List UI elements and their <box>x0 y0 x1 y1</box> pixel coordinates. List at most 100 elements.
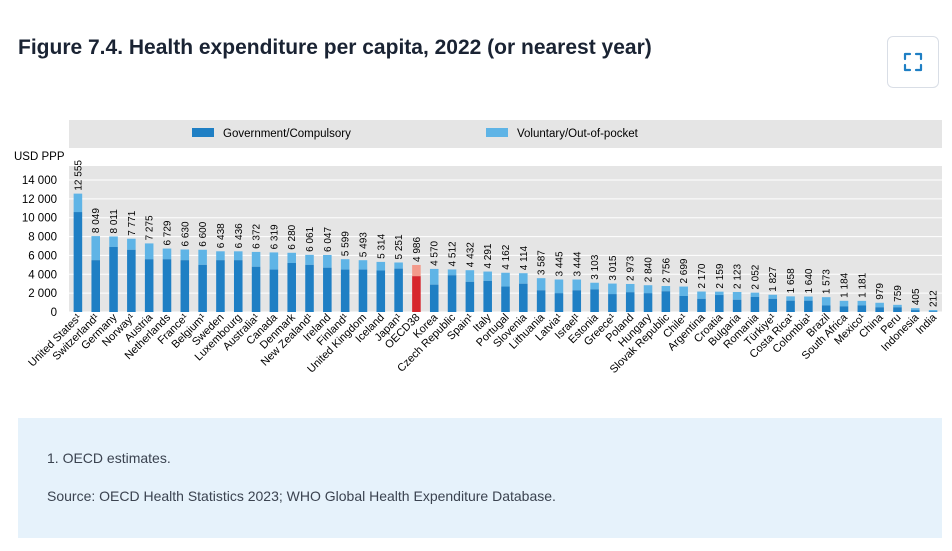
y-axis-title: USD PPP <box>14 151 65 163</box>
bar-voluntary <box>323 254 332 268</box>
bar-voluntary <box>340 259 350 270</box>
bar-government <box>697 298 706 312</box>
bar-government <box>483 280 492 312</box>
value-label: 5 251 <box>394 234 405 259</box>
bar-chart: Government/Compulsory Voluntary/Out-of-p… <box>14 120 942 376</box>
bar-government <box>804 300 813 312</box>
value-label: 6 372 <box>252 223 263 248</box>
bar-voluntary <box>768 294 778 299</box>
bar-voluntary <box>465 270 475 282</box>
bar-government <box>536 290 546 312</box>
value-label: 2 159 <box>715 263 726 288</box>
bar-government <box>875 307 884 312</box>
figure-title: Figure 7.4. Health expenditure per capit… <box>18 36 652 59</box>
legend-label-voluntary: Voluntary/Out-of-pocket <box>517 128 639 140</box>
y-tick-label: 4 000 <box>28 269 57 281</box>
value-label: 4 432 <box>465 242 476 267</box>
bar-government <box>412 276 421 312</box>
bar-voluntary <box>447 269 457 276</box>
bar-voluntary <box>554 279 564 294</box>
bar-government <box>643 293 653 312</box>
value-label: 759 <box>893 285 904 302</box>
expand-button[interactable] <box>887 36 939 88</box>
value-label: 4 162 <box>501 244 512 269</box>
bar-government <box>91 260 101 312</box>
bar-government <box>893 307 902 312</box>
value-label: 6 061 <box>305 226 316 251</box>
bar-voluntary <box>661 286 671 292</box>
bar-voluntary <box>804 296 813 301</box>
value-label: 6 600 <box>198 221 209 246</box>
bar-government <box>857 305 867 312</box>
value-label: 6 438 <box>216 223 227 248</box>
bar-voluntary <box>412 264 421 277</box>
y-axis-ticks: 0 2 000 4 000 6 000 8 000 10 000 12 000 14 000 <box>22 175 57 319</box>
value-label: 1 573 <box>822 269 833 294</box>
bar-government <box>233 260 243 312</box>
bar-voluntary <box>732 291 742 300</box>
bar-government <box>340 269 350 312</box>
bar-voluntary <box>483 271 492 281</box>
value-label: 212 <box>929 290 940 307</box>
bar-voluntary <box>821 297 831 306</box>
value-label: 4 986 <box>412 237 423 262</box>
bar-government <box>519 283 528 312</box>
bar-government <box>376 270 386 312</box>
value-label: 3 103 <box>590 254 601 279</box>
value-label: 1 181 <box>857 272 868 297</box>
bar-voluntary <box>162 248 172 260</box>
value-label: 1 827 <box>768 266 779 291</box>
bar-voluntary <box>519 273 528 284</box>
value-label: 5 493 <box>358 232 369 257</box>
value-label: 6 729 <box>162 220 173 245</box>
value-label: 1 184 <box>840 272 851 297</box>
expand-icon <box>903 52 923 72</box>
bar-voluntary <box>875 302 884 308</box>
bar-voluntary <box>536 278 546 291</box>
bar-government <box>768 298 778 312</box>
bar-voluntary <box>251 251 261 267</box>
bar-voluntary <box>233 251 243 261</box>
value-label: 4 570 <box>430 240 441 265</box>
bar-government <box>180 260 190 312</box>
bar-government <box>750 296 760 312</box>
bar-government <box>661 291 671 312</box>
bar-voluntary <box>715 291 724 296</box>
bar-government <box>786 300 795 312</box>
bar-government <box>928 311 938 312</box>
value-label: 4 291 <box>483 243 494 268</box>
bar-voluntary <box>127 238 136 250</box>
bar-voluntary <box>590 282 599 290</box>
bar-government <box>323 267 332 312</box>
value-label: 405 <box>911 288 922 305</box>
bar-voluntary <box>180 249 190 261</box>
value-label: 5 599 <box>341 231 352 256</box>
bar-voluntary <box>358 260 368 270</box>
source-text: Source: OECD Health Statistics 2023; WHO… <box>47 488 556 504</box>
value-labels: 12 555 8 049 8 011 7 771 7 275 6 729 6 630 6 60… <box>73 160 939 307</box>
bar-government <box>501 286 510 312</box>
bar-voluntary <box>679 286 688 296</box>
bar-voluntary <box>198 249 207 265</box>
bar-government <box>162 259 172 312</box>
y-tick-label: 10 000 <box>22 213 57 225</box>
y-tick-label: 12 000 <box>22 194 57 206</box>
bar-government <box>572 290 582 312</box>
bar-voluntary <box>73 193 83 213</box>
value-label: 6 319 <box>269 224 280 249</box>
bar-government <box>625 292 635 312</box>
value-label: 6 280 <box>287 224 298 249</box>
bar-government <box>251 266 261 312</box>
bar-government <box>839 306 849 312</box>
bar-government <box>465 281 475 312</box>
y-tick-label: 6 000 <box>28 250 57 262</box>
bar-government <box>358 269 368 312</box>
bar-government <box>305 264 314 312</box>
bar-government <box>144 259 154 312</box>
bar-voluntary <box>608 283 617 295</box>
bar-government <box>590 289 599 312</box>
bar-voluntary <box>928 310 938 312</box>
bar-government <box>127 249 136 312</box>
bar-voluntary <box>625 283 635 293</box>
value-label: 2 840 <box>644 257 655 282</box>
